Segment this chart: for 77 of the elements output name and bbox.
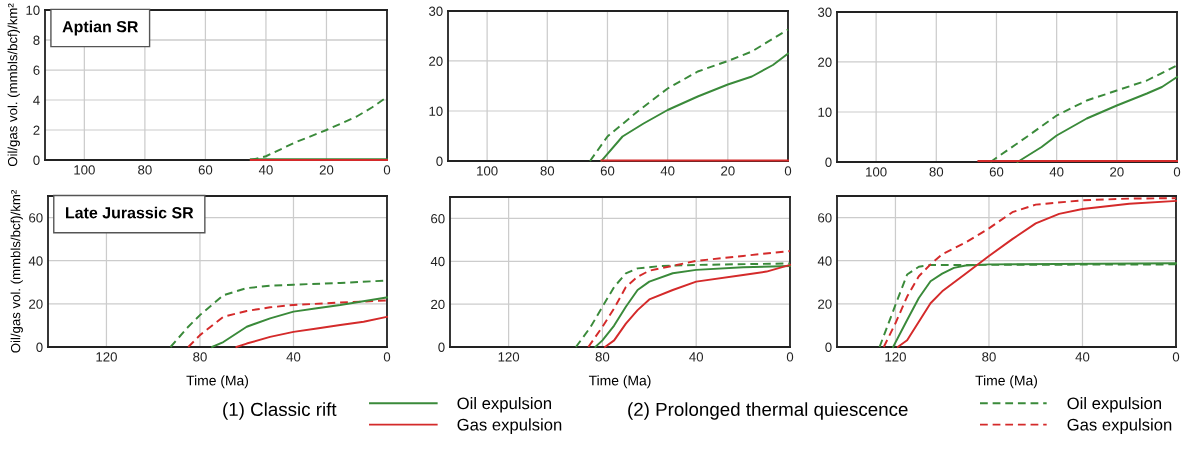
legend-label: Oil expulsion	[457, 397, 551, 413]
y-tick-label: 2	[33, 125, 40, 135]
x-axis-title: Time (Ma)	[975, 375, 1038, 389]
y-tick-label: 40	[817, 256, 832, 266]
y-tick-label: 10	[26, 5, 40, 15]
y-tick-label: 8	[33, 35, 40, 45]
annotation: Late Jurassic SR	[66, 206, 194, 219]
y-tick-label: 10	[429, 106, 443, 116]
y-tick-label: 60	[431, 214, 445, 224]
x-tick-label: 40	[660, 166, 675, 176]
y-tick-label: 0	[436, 156, 443, 166]
x-tick-label: 0	[383, 165, 391, 175]
x-tick-label: 0	[383, 352, 391, 362]
y-tick-label: 4	[33, 95, 40, 105]
line-series	[235, 315, 388, 348]
x-tick-label: 100	[74, 165, 95, 175]
x-tick-label: 40	[1075, 352, 1090, 362]
y-tick-label: 6	[33, 65, 40, 75]
x-tick-label: 20	[721, 166, 735, 176]
y-tick-label: 20	[818, 299, 832, 309]
x-tick-label: 0	[786, 352, 794, 362]
y-tick-label: 0	[825, 157, 832, 167]
line-series	[1016, 76, 1178, 163]
y-tick-label: 0	[438, 342, 445, 352]
x-axis-title: Time (Ma)	[186, 375, 249, 389]
x-tick-label: 120	[96, 352, 117, 362]
x-tick-label: 80	[982, 352, 996, 362]
annotation: Aptian SR	[62, 20, 139, 36]
legend-label: Oil expulsion	[1067, 397, 1161, 413]
x-tick-label: 100	[477, 166, 498, 176]
y-tick-label: 40	[430, 256, 445, 267]
text: (1) Classic rift	[223, 402, 337, 420]
y-tick-label: 60	[818, 213, 832, 223]
y-tick-label: 20	[429, 56, 443, 66]
x-tick-label: 40	[689, 352, 704, 362]
y-tick-label: 20	[431, 299, 445, 310]
x-tick-label: 100	[866, 167, 887, 177]
y-tick-label: 0	[33, 155, 40, 165]
y-tick-label: 60	[29, 213, 43, 223]
y-axis-title: Oil/gas vol. (mmbls/bcf)/km²	[10, 190, 23, 353]
x-tick-label: 80	[595, 352, 610, 362]
x-tick-label: 60	[600, 166, 615, 176]
legend-label: Gas expulsion	[457, 418, 562, 434]
y-tick-label: 20	[29, 299, 43, 309]
x-tick-label: 60	[198, 165, 213, 175]
x-tick-label: 120	[498, 352, 520, 362]
y-tick-label: 40	[28, 256, 43, 266]
y-tick-label: 30	[428, 6, 443, 16]
legend-label: Gas expulsion	[1067, 418, 1172, 434]
line-series	[989, 64, 1178, 163]
line-series	[187, 299, 388, 348]
text: (2) Prolonged thermal quiescence	[628, 402, 908, 420]
y-tick-label: 30	[817, 7, 832, 17]
x-tick-label: 60	[989, 167, 1004, 177]
x-tick-label: 0	[1172, 352, 1180, 362]
x-tick-label: 20	[319, 165, 334, 175]
x-tick-label: 80	[540, 166, 555, 176]
x-tick-label: 120	[885, 352, 906, 362]
x-tick-label: 80	[138, 165, 152, 175]
y-tick-label: 0	[36, 342, 43, 352]
x-tick-label: 40	[286, 352, 301, 362]
x-tick-label: 40	[258, 165, 273, 175]
x-tick-label: 80	[193, 352, 207, 362]
line-series	[600, 52, 789, 162]
line-series	[589, 28, 789, 162]
line-series	[211, 296, 388, 348]
x-tick-label: 0	[784, 166, 792, 176]
y-tick-label: 10	[818, 107, 832, 117]
x-tick-label: 0	[1173, 167, 1181, 177]
x-tick-label: 20	[1110, 167, 1124, 177]
y-axis-title: Oil/gas vol. (mmbls/bcf)/km²	[7, 3, 20, 167]
y-tick-label: 0	[825, 342, 832, 352]
x-tick-label: 40	[1049, 167, 1064, 177]
line-series	[587, 250, 791, 348]
y-tick-label: 20	[818, 57, 832, 67]
x-axis-title: Time (Ma)	[588, 375, 651, 389]
x-tick-label: 80	[929, 167, 944, 177]
